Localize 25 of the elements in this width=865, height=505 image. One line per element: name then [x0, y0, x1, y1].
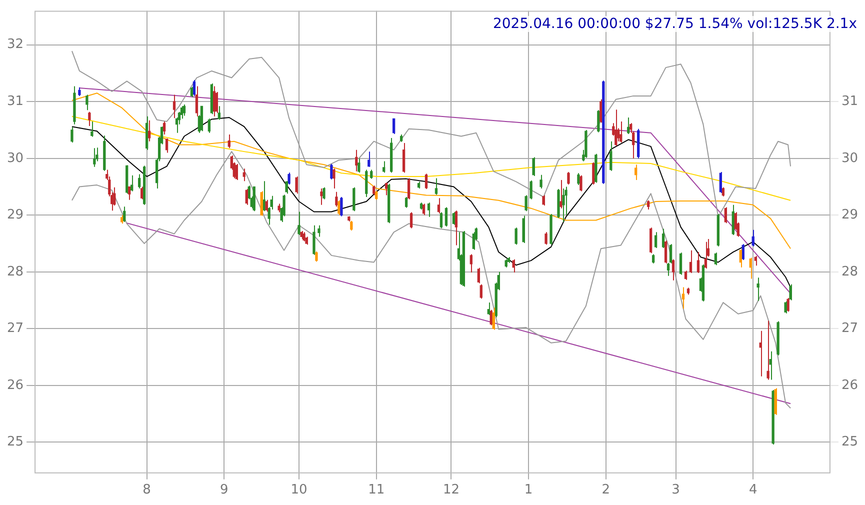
x-tick-label: 8: [142, 482, 151, 498]
y-tick-label: 30: [6, 150, 24, 166]
y-tick-label: 28: [6, 264, 24, 280]
x-tick-label: 1: [524, 482, 533, 498]
y-tick-label: 26: [6, 378, 24, 393]
y-tick-label: 27: [6, 321, 24, 336]
y2-tick-label: 27: [841, 321, 858, 336]
x-tick-label: 12: [442, 482, 460, 498]
y2-tick-label: 29: [841, 208, 858, 223]
y2-tick-label: 28: [841, 264, 858, 280]
y-tick-label: 25: [6, 434, 24, 450]
x-tick-label: 11: [368, 482, 385, 498]
y2-tick-label: 26: [841, 378, 858, 393]
x-tick-label: 2: [602, 482, 610, 498]
chart-title: 2025.04.16 00:00:00 $27.75 1.54% vol:125.5K 2.1x: [492, 16, 857, 32]
x-tick-label: 9: [220, 482, 228, 498]
y-tick-label: 29: [6, 208, 24, 223]
y-tick-label: 32: [6, 37, 24, 52]
y2-tick-label: 31: [841, 94, 858, 109]
x-tick-label: 4: [748, 482, 758, 498]
x-tick-label: 10: [290, 482, 308, 498]
x-tick-label: 3: [672, 482, 680, 498]
y2-tick-label: 25: [841, 434, 858, 450]
y2-tick-label: 30: [841, 150, 858, 166]
y-tick-label: 31: [6, 94, 24, 109]
